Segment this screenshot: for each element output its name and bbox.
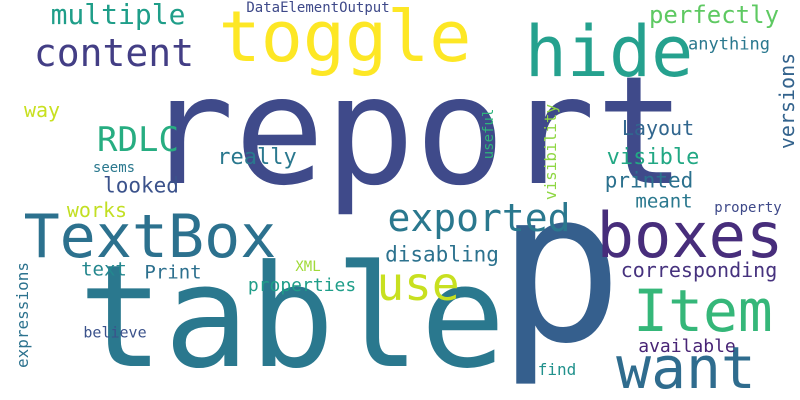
word-perfectly: perfectly [648, 1, 780, 29]
word-report: report [144, 45, 686, 219]
word-find: find [537, 360, 577, 379]
word-seems: seems [92, 160, 136, 176]
word-works: works [66, 198, 128, 222]
word-hide: hide [524, 11, 694, 93]
word-use: use [376, 257, 460, 311]
word-print: Print [144, 261, 202, 284]
word-available: available [638, 336, 736, 357]
word-dataelementoutput: DataElementOutput [246, 0, 390, 16]
word-corresponding: corresponding [620, 258, 778, 282]
word-expressions: expressions [13, 262, 32, 368]
word-visibility: visibility [541, 103, 560, 201]
word-item: Item [633, 277, 773, 345]
word-textbox: TextBox [23, 202, 277, 272]
word-p: p [496, 145, 624, 390]
word-text: text [81, 258, 127, 281]
word-meant: meant [635, 190, 693, 213]
word-boxes: boxes [596, 199, 784, 272]
word-table: table [78, 235, 506, 400]
word-way: way [23, 98, 61, 122]
word-rdlc: RDLC [97, 120, 179, 160]
word-anything: anything [688, 34, 770, 55]
word-believe: believe [83, 323, 147, 342]
word-want: want [616, 334, 756, 400]
word-useful: useful [481, 108, 497, 160]
word-multiple: multiple [50, 0, 186, 31]
word-exported: exported [387, 196, 571, 240]
word-visible: visible [606, 145, 700, 170]
word-really: really [217, 145, 297, 170]
word-content: content [33, 31, 195, 75]
word-disabling: disabling [385, 242, 499, 267]
word-layout: Layout [621, 116, 695, 140]
word-xml: XML [295, 259, 321, 275]
word-printed: printed [604, 168, 694, 193]
word-toggle: toggle [218, 0, 472, 78]
word-versions: versions [775, 52, 799, 150]
word-property: property [714, 200, 782, 216]
word-properties: properties [247, 275, 357, 296]
word-looked: looked [103, 173, 179, 198]
